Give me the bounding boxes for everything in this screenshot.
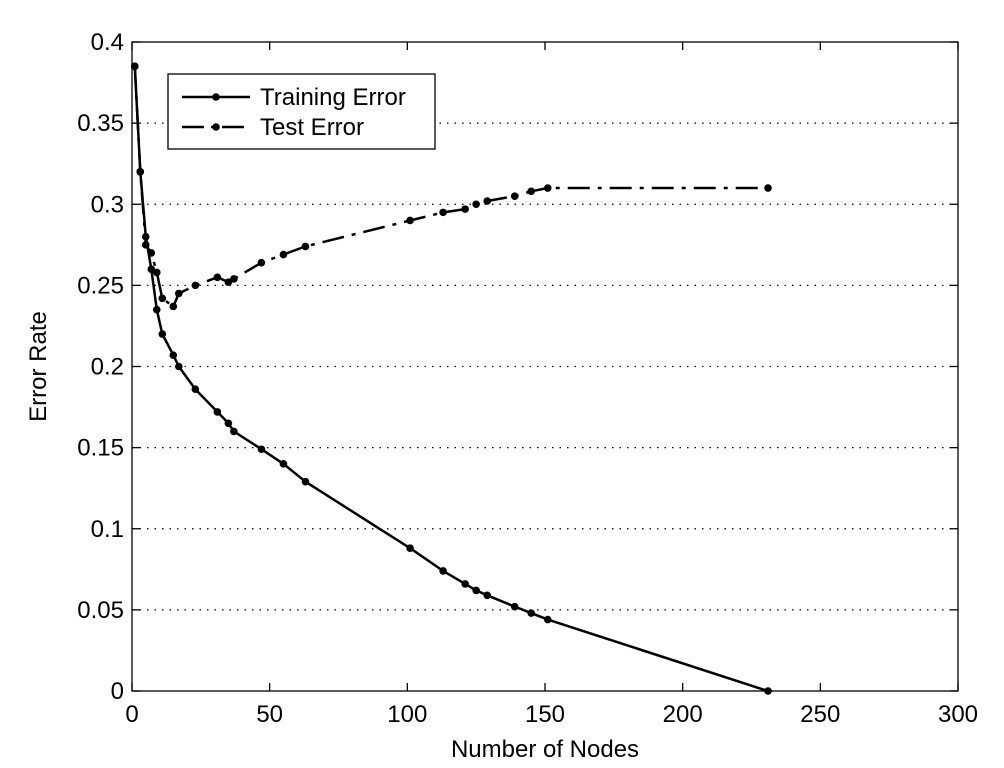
legend-label-test-error: Test Error	[260, 114, 364, 141]
point-test-error-19	[483, 197, 491, 205]
point-test-error-13	[279, 250, 288, 259]
point-test-error-2	[141, 241, 150, 249]
legend-label-training-error: Training Error	[260, 84, 406, 111]
point-test-error-8	[191, 281, 200, 290]
x-tick-label-0: 0	[125, 701, 138, 728]
point-test-error-20	[510, 192, 519, 200]
legend-marker-test-error	[212, 123, 220, 131]
point-training-error-4	[152, 305, 161, 314]
point-test-error-14	[301, 242, 310, 251]
x-tick-label-5: 250	[800, 701, 840, 728]
y-tick-label-4: 0.2	[91, 354, 124, 381]
x-tick-label-6: 300	[938, 701, 978, 728]
x-tick-label-1: 50	[256, 701, 283, 728]
y-tick-label-0: 0	[111, 678, 124, 705]
point-test-error-18	[472, 200, 480, 209]
axis-ticks	[131, 41, 959, 692]
point-training-error-15	[406, 544, 414, 553]
y-tick-label-1: 0.05	[77, 597, 124, 624]
point-test-error-1	[136, 168, 145, 176]
point-training-error-6	[169, 351, 178, 359]
series-layer	[130, 62, 772, 695]
point-test-error-5	[158, 294, 167, 303]
y-tick-label-6: 0.3	[91, 191, 124, 218]
point-test-error-12	[257, 258, 266, 267]
x-tick-label-4: 200	[663, 701, 703, 728]
point-training-error-13	[279, 460, 288, 468]
point-training-error-14	[301, 477, 310, 486]
point-test-error-3	[147, 249, 156, 257]
point-test-error-17	[461, 205, 469, 213]
point-training-error-10	[224, 419, 233, 428]
y-tick-label-3: 0.15	[77, 435, 124, 462]
legend-box	[167, 73, 436, 150]
y-tick-label-8: 0.4	[91, 29, 124, 56]
point-test-error-6	[169, 302, 178, 311]
legend: Training Error Test Error	[167, 73, 436, 150]
point-test-error-10	[224, 278, 233, 286]
point-training-error-5	[158, 330, 167, 338]
point-training-error-11	[230, 427, 238, 436]
tick-labels: 0 50 100 150 200 250 300 0 0.05 0.1 0.15 0.2 0.25 0.3…	[77, 29, 978, 728]
point-training-error-12	[257, 445, 266, 454]
point-training-error-18	[472, 586, 480, 595]
series-line-test-error	[133, 66, 768, 308]
point-training-error-17	[461, 580, 469, 588]
y-tick-label-7: 0.35	[77, 110, 124, 137]
series-line-training-error	[133, 66, 769, 693]
point-test-error-16	[439, 208, 447, 217]
point-training-error-19	[483, 591, 491, 600]
point-test-error-21	[527, 187, 536, 196]
point-test-error-15	[406, 216, 414, 225]
point-training-error-22	[543, 615, 552, 624]
point-test-error-7	[175, 289, 183, 298]
point-test-error-23	[764, 184, 772, 192]
y-axis-label: Error Rate	[25, 311, 52, 422]
point-test-error-9	[213, 273, 222, 282]
point-test-error-0	[130, 62, 139, 71]
point-training-error-8	[191, 385, 200, 394]
point-training-error-9	[213, 408, 222, 416]
x-axis-label: Number of Nodes	[451, 736, 639, 763]
point-test-error-11	[230, 275, 238, 283]
point-training-error-7	[175, 362, 183, 371]
x-tick-label-3: 150	[525, 701, 565, 728]
y-tick-label-2: 0.1	[91, 516, 124, 543]
point-test-error-4	[152, 268, 161, 277]
point-training-error-20	[510, 602, 519, 611]
y-tick-label-5: 0.25	[77, 272, 124, 299]
legend-marker-training-error	[212, 93, 220, 101]
x-tick-label-2: 100	[387, 701, 427, 728]
point-test-error-22	[543, 184, 552, 192]
point-training-error-3	[147, 265, 156, 273]
grid	[132, 122, 958, 611]
point-training-error-16	[439, 567, 447, 575]
point-training-error-21	[527, 609, 536, 617]
